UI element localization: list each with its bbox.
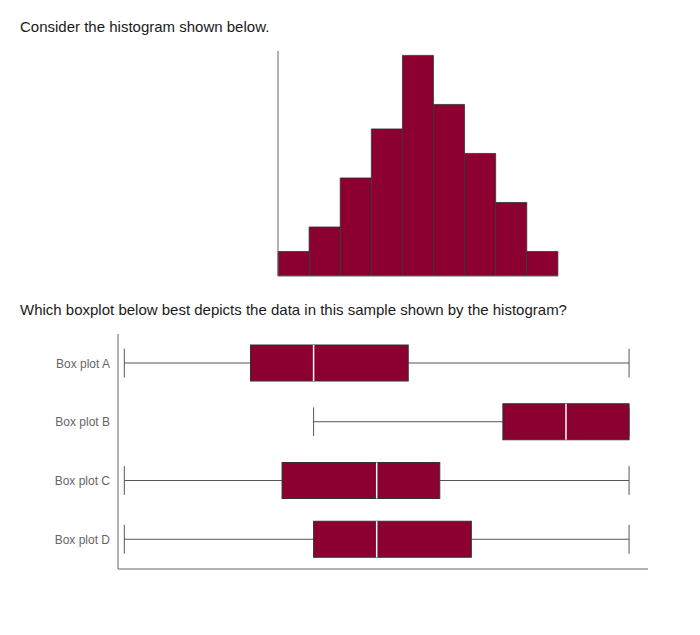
svg-text:Box plot D: Box plot D: [55, 533, 111, 547]
svg-text:Box plot A: Box plot A: [56, 357, 110, 371]
html-text:Consider the histogram shown b: Consider the histogram shown below.: [20, 18, 270, 35]
svg-text:Box plot C: Box plot C: [55, 474, 111, 488]
html-text:Which boxplot below best depic: Which boxplot below best depicts the dat…: [20, 301, 567, 318]
svg-text:Box plot B: Box plot B: [55, 415, 110, 429]
